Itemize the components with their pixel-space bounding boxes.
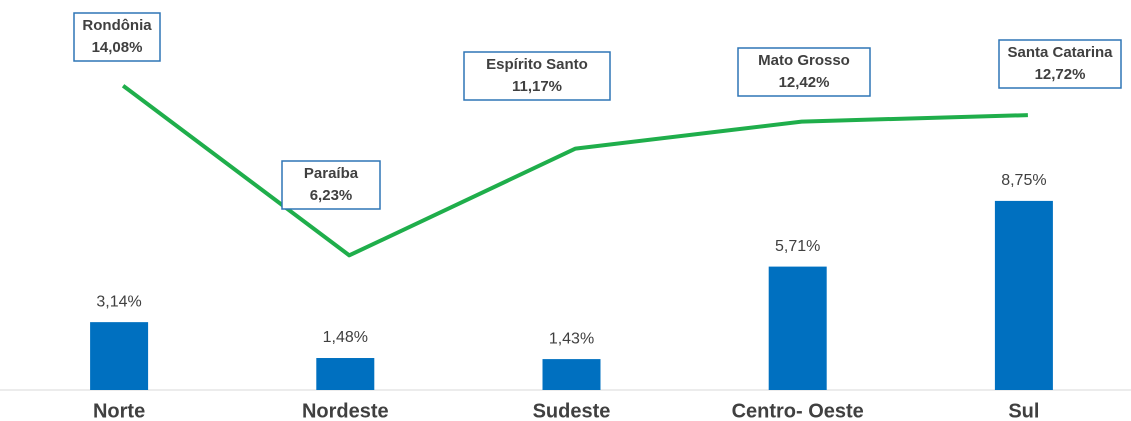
bar-value-label: 5,71% — [775, 238, 820, 255]
annotation-box — [463, 51, 611, 101]
x-tick-label: Nordeste — [302, 400, 389, 421]
annotation-value: 11,17% — [512, 78, 562, 95]
annotation-box — [998, 39, 1122, 89]
annotation-box — [281, 160, 381, 210]
annotation-name: Paraíba — [304, 165, 359, 182]
annotation-name: Mato Grosso — [758, 52, 850, 69]
x-tick-label: Sudeste — [533, 400, 611, 421]
x-tick-label: Norte — [93, 400, 145, 421]
bar-value-label: 1,43% — [549, 330, 594, 347]
annotation-name: Rondônia — [82, 17, 152, 34]
annotation-box — [73, 12, 161, 62]
annotation-box — [737, 47, 871, 97]
bar — [90, 322, 149, 390]
annotation-name: Santa Catarina — [1007, 44, 1113, 61]
bar — [768, 266, 827, 390]
bar — [994, 200, 1053, 390]
annotation-value: 6,23% — [310, 187, 353, 204]
annotation-value: 12,42% — [779, 74, 830, 91]
x-tick-label: Sul — [1008, 400, 1039, 421]
x-tick-label: Centro- Oeste — [732, 400, 864, 421]
bar — [316, 358, 375, 390]
bar — [542, 359, 601, 390]
annotation-value: 14,08% — [92, 39, 143, 56]
line — [121, 84, 1028, 258]
annotation-value: 12,72% — [1035, 66, 1086, 83]
bar-value-label: 3,14% — [96, 293, 141, 310]
bar-value-label: 8,75% — [1001, 172, 1046, 189]
bar-value-label: 1,48% — [323, 329, 368, 346]
annotation-name: Espírito Santo — [486, 56, 588, 73]
